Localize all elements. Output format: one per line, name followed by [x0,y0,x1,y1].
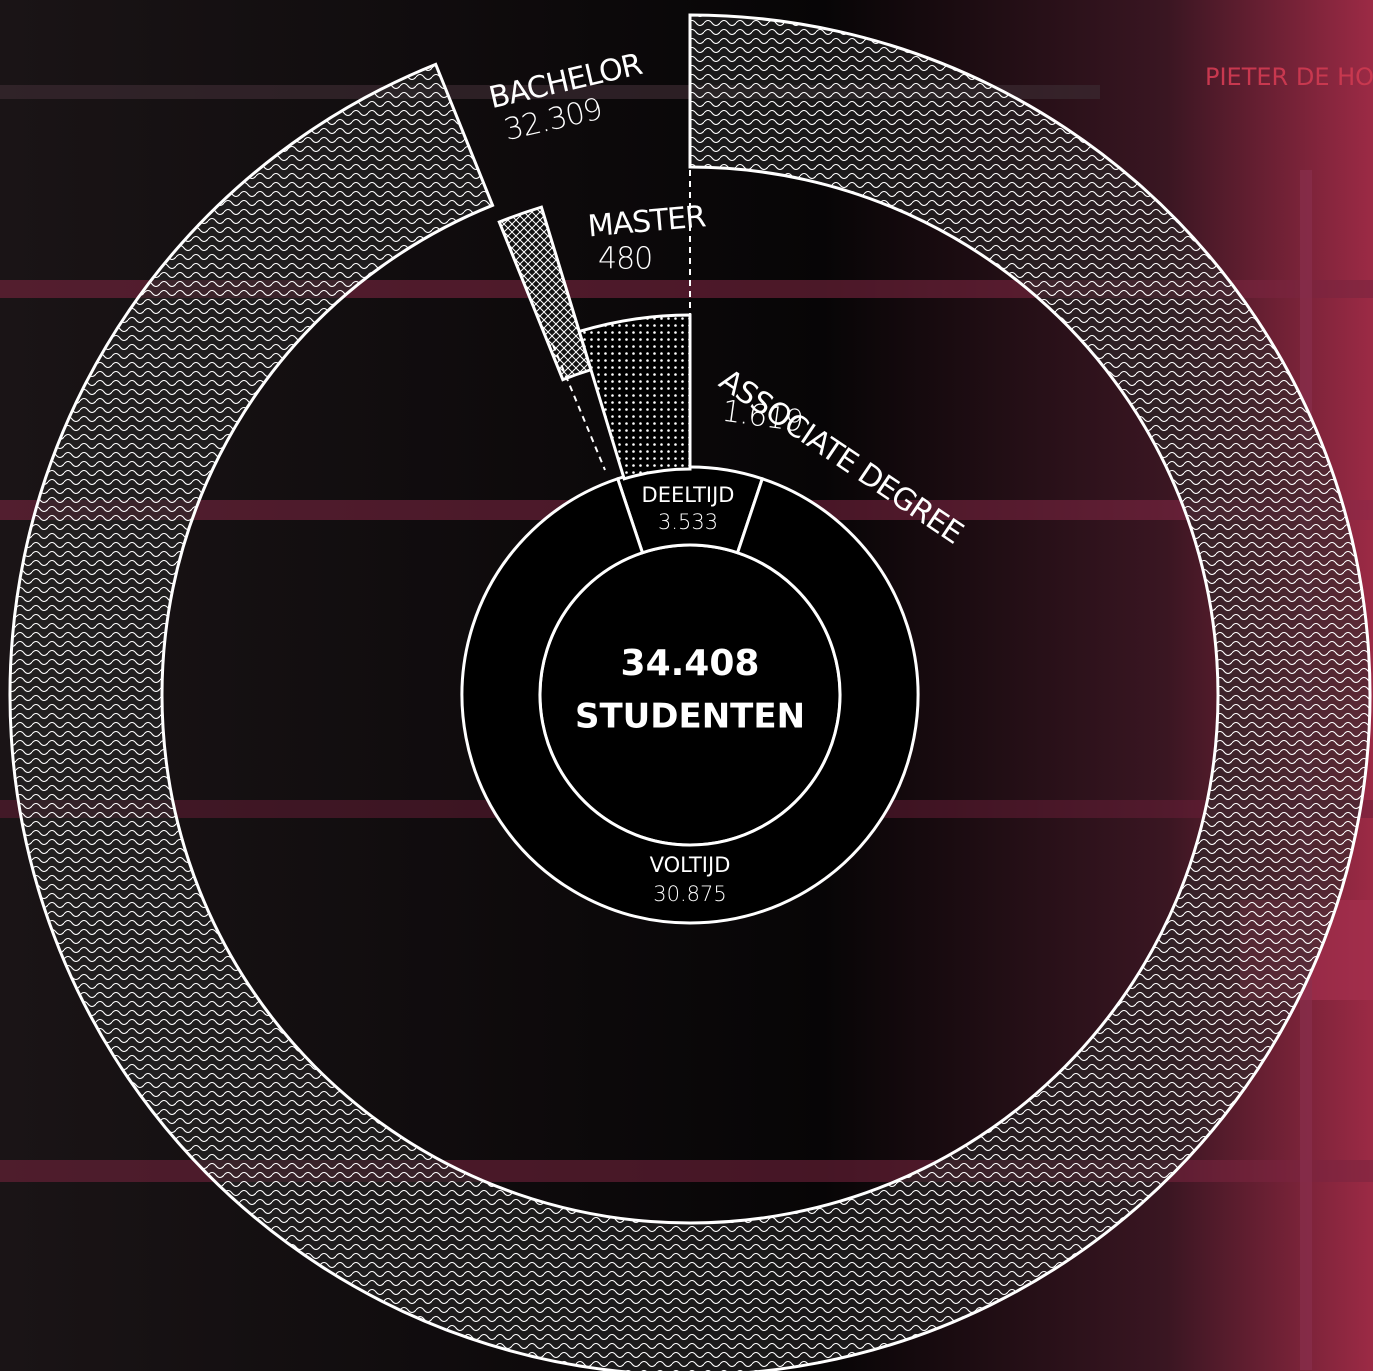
ring-segment [577,313,692,481]
center-label: STUDENTEN [575,697,805,737]
segment-value: 480 [598,242,652,277]
credit: PIETER DE HO [1205,63,1373,91]
ring-segment [460,476,920,925]
leader-line [552,344,606,471]
segment-value: 3.533 [658,510,718,534]
center-value: 34.408 [621,643,760,684]
segment-value: 30.875 [653,882,726,906]
center-disc [538,543,842,847]
ring-segment [8,13,1372,1371]
segment-label: DEELTIJD [642,483,735,507]
segment-label: VOLTIJD [650,853,731,877]
